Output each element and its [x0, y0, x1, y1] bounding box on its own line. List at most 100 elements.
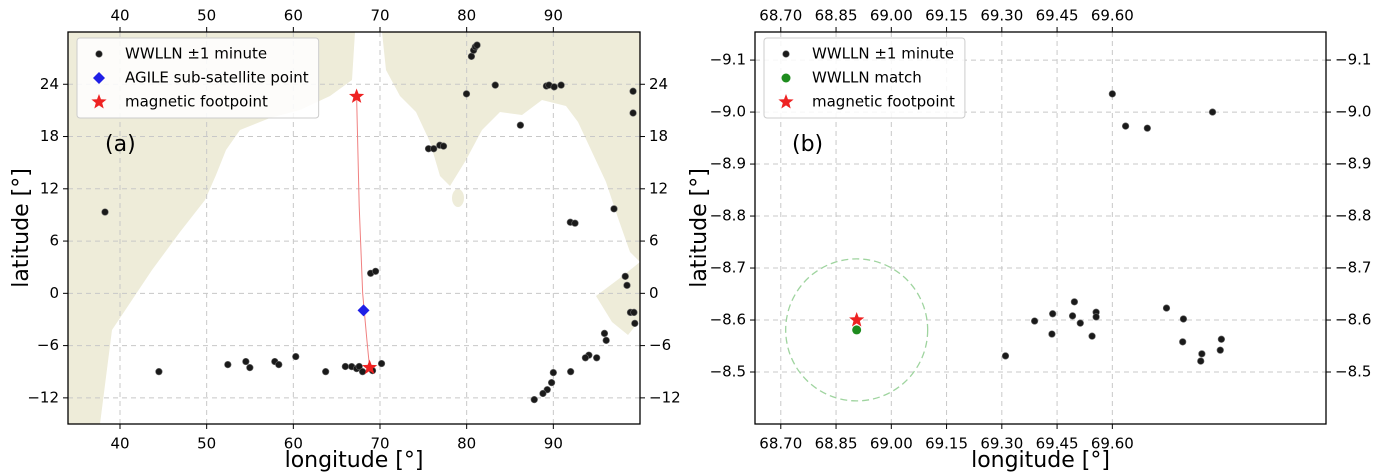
- y-tick-label-right: −8.8: [1335, 207, 1371, 225]
- y-tick-label: −8.9: [710, 155, 746, 173]
- data-point: [602, 336, 610, 344]
- data-point: [852, 325, 862, 335]
- data-point: [462, 90, 471, 98]
- data-point: [581, 354, 590, 362]
- y-tick-label-right: 24: [649, 75, 668, 93]
- panel-label: (a): [105, 132, 136, 157]
- data-point: [1162, 304, 1171, 312]
- legend-marker: [95, 50, 103, 58]
- y-tick-label-right: −8.7: [1335, 259, 1371, 277]
- data-point: [371, 267, 380, 275]
- data-point: [1179, 338, 1187, 346]
- y-tick-label: 6: [49, 232, 59, 250]
- data-point: [101, 208, 109, 216]
- data-point: [292, 352, 300, 361]
- data-point: [155, 368, 163, 376]
- data-point: [567, 368, 575, 376]
- y-tick-label-right: −8.6: [1335, 311, 1371, 329]
- y-tick-label-right: −8.5: [1335, 363, 1371, 381]
- y-tick-label: −9.0: [710, 103, 746, 121]
- x-tick-label: 50: [197, 435, 216, 453]
- x-tick-label: 80: [457, 435, 476, 453]
- data-point: [322, 368, 330, 376]
- x-tick-label: 70: [370, 435, 389, 453]
- data-point: [516, 121, 525, 129]
- data-point: [439, 142, 448, 150]
- x-tick-label-top: 69.15: [925, 7, 968, 25]
- data-point: [341, 362, 349, 371]
- data-point: [224, 360, 232, 369]
- plot-frame: [754, 31, 1327, 425]
- y-tick-label: 12: [40, 179, 59, 197]
- sri-lanka: [452, 189, 464, 207]
- x-tick-label-top: 69.60: [1091, 7, 1134, 25]
- x-axis-label: longitude [°]: [285, 448, 424, 473]
- data-point: [1049, 310, 1057, 318]
- x-tick-label-top: 69.30: [980, 7, 1023, 25]
- data-point: [1088, 332, 1096, 340]
- legend-label: WWLLN match: [812, 69, 922, 87]
- data-point: [550, 83, 558, 91]
- y-tick-label: −8.8: [710, 207, 746, 225]
- y-axis-label: latitude [°]: [687, 168, 712, 288]
- x-tick-label-top: 40: [110, 7, 129, 25]
- trace-line: [356, 96, 371, 368]
- y-tick-label-right: 6: [649, 232, 659, 250]
- data-point: [1216, 346, 1224, 354]
- legend-label: WWLLN ±1 minute: [125, 45, 267, 63]
- data-point: [1001, 352, 1010, 360]
- data-point: [275, 360, 283, 369]
- panel-label: (b): [792, 132, 823, 157]
- data-point: [357, 304, 370, 317]
- asia: [382, 32, 640, 262]
- plot-frame: [67, 31, 641, 425]
- x-tick-label-top: 60: [284, 7, 303, 25]
- legend-marker: [782, 50, 790, 58]
- legend-box: [763, 37, 966, 119]
- legend-box: [76, 37, 320, 119]
- data-point: [1076, 319, 1084, 327]
- legend-label: magnetic footpoint: [125, 93, 268, 111]
- x-tick-label-top: 69.45: [1036, 7, 1079, 25]
- y-tick-label-right: 0: [649, 284, 659, 302]
- legend-label: WWLLN ±1 minute: [812, 45, 954, 63]
- x-tick-label-top: 90: [544, 7, 563, 25]
- data-point: [610, 205, 618, 213]
- data-point: [530, 396, 538, 404]
- data-point: [1070, 298, 1078, 306]
- data-point: [1179, 315, 1188, 323]
- africa-arabia: [68, 32, 355, 424]
- y-tick-label-right: −12: [649, 388, 681, 406]
- sumatra: [596, 262, 640, 335]
- legend-marker: [778, 94, 794, 109]
- plot-area: [785, 90, 1225, 402]
- data-point: [491, 81, 499, 89]
- data-point: [629, 109, 637, 117]
- data-point: [246, 364, 254, 372]
- y-tick-label-right: −9.0: [1335, 103, 1371, 121]
- legend-marker: [93, 72, 105, 84]
- x-tick-label: 40: [110, 435, 129, 453]
- data-point: [355, 362, 363, 371]
- x-axis-label: longitude [°]: [971, 448, 1110, 473]
- x-tick-label-top: 70: [370, 7, 389, 25]
- data-point: [849, 312, 865, 327]
- y-tick-label: 18: [40, 127, 59, 145]
- x-tick-label: 90: [544, 435, 563, 453]
- x-tick-label-top: 50: [197, 7, 216, 25]
- data-point: [430, 145, 438, 153]
- data-point: [631, 319, 639, 327]
- y-tick-label-right: −6: [649, 336, 671, 354]
- data-point: [1217, 335, 1225, 343]
- data-point: [377, 359, 386, 368]
- data-point: [630, 308, 638, 317]
- data-point: [1108, 90, 1116, 98]
- y-tick-label: −9.1: [710, 51, 746, 69]
- x-tick-label-top: 69.00: [870, 7, 913, 25]
- x-tick-label: 69.30: [980, 435, 1023, 453]
- y-tick-label: −12: [27, 388, 59, 406]
- data-point: [358, 368, 367, 376]
- data-point: [1048, 330, 1056, 338]
- data-point: [1031, 317, 1039, 325]
